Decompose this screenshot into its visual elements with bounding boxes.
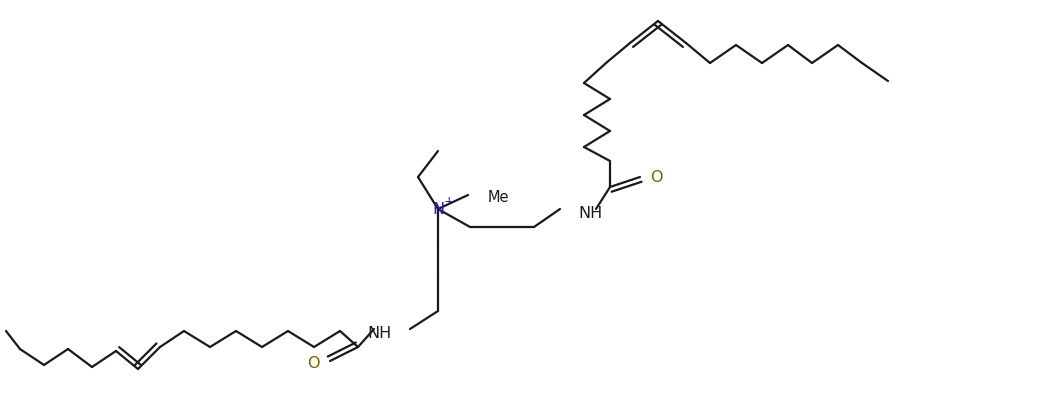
Text: O: O [650,170,662,185]
Text: Me: Me [488,190,509,205]
Text: N: N [432,202,445,217]
Text: O: O [307,356,320,370]
Text: +: + [444,195,454,208]
Text: NH: NH [367,326,392,341]
Text: NH: NH [578,206,602,221]
